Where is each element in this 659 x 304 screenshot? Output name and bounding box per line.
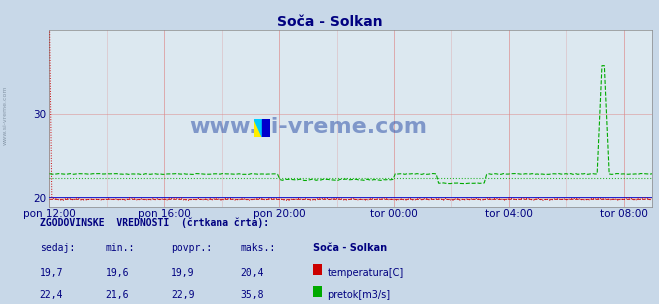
Text: maks.:: maks.:: [241, 243, 275, 253]
Text: min.:: min.:: [105, 243, 135, 253]
Text: www.si-vreme.com: www.si-vreme.com: [190, 117, 428, 137]
Text: 20,4: 20,4: [241, 268, 264, 278]
Text: povpr.:: povpr.:: [171, 243, 212, 253]
Text: temperatura[C]: temperatura[C]: [328, 268, 404, 278]
Text: ZGODOVINSKE  VREDNOSTI  (črtkana črta):: ZGODOVINSKE VREDNOSTI (črtkana črta):: [40, 217, 269, 228]
Text: 19,6: 19,6: [105, 268, 129, 278]
Text: 19,9: 19,9: [171, 268, 195, 278]
Text: pretok[m3/s]: pretok[m3/s]: [328, 290, 391, 300]
Text: Soča - Solkan: Soča - Solkan: [313, 243, 387, 253]
Bar: [262, 119, 270, 137]
Polygon shape: [254, 119, 262, 137]
Text: 19,7: 19,7: [40, 268, 63, 278]
Text: Soča - Solkan: Soča - Solkan: [277, 15, 382, 29]
Polygon shape: [254, 119, 262, 137]
Text: sedaj:: sedaj:: [40, 243, 74, 253]
Text: 21,6: 21,6: [105, 290, 129, 300]
Text: www.si-vreme.com: www.si-vreme.com: [3, 86, 8, 145]
Text: 22,9: 22,9: [171, 290, 195, 300]
Text: 35,8: 35,8: [241, 290, 264, 300]
Text: 22,4: 22,4: [40, 290, 63, 300]
